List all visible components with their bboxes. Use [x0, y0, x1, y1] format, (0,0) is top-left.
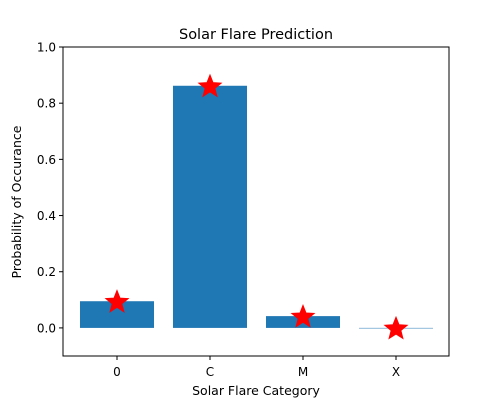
plot-frame	[62, 46, 450, 357]
x-tick-label: C	[206, 365, 214, 379]
y-tick-label: 0.4	[37, 209, 56, 223]
y-tick-label: 0.6	[37, 153, 56, 167]
x-tick-label: X	[392, 365, 400, 379]
star-icon	[383, 315, 409, 340]
x-tick-label: 0	[113, 365, 121, 379]
x-axis-label: Solar Flare Category	[192, 383, 320, 398]
bar-C	[173, 85, 247, 328]
y-tick-label: 0.2	[37, 265, 56, 279]
star-icon	[197, 73, 223, 98]
plot-area: 0.0 0.2 0.4 0.6 0.8 1.0 0 C M X	[37, 41, 433, 379]
y-tick-label: 1.0	[37, 41, 56, 55]
star-icon	[104, 289, 130, 313]
y-tick-label: 0.0	[37, 321, 56, 335]
star-icon	[290, 304, 316, 328]
chart-title: Solar Flare Prediction	[179, 27, 333, 43]
y-axis-label: Probability of Occurance	[9, 125, 24, 278]
y-tick-label: 0.8	[37, 97, 56, 111]
x-tick-label: M	[298, 365, 308, 379]
